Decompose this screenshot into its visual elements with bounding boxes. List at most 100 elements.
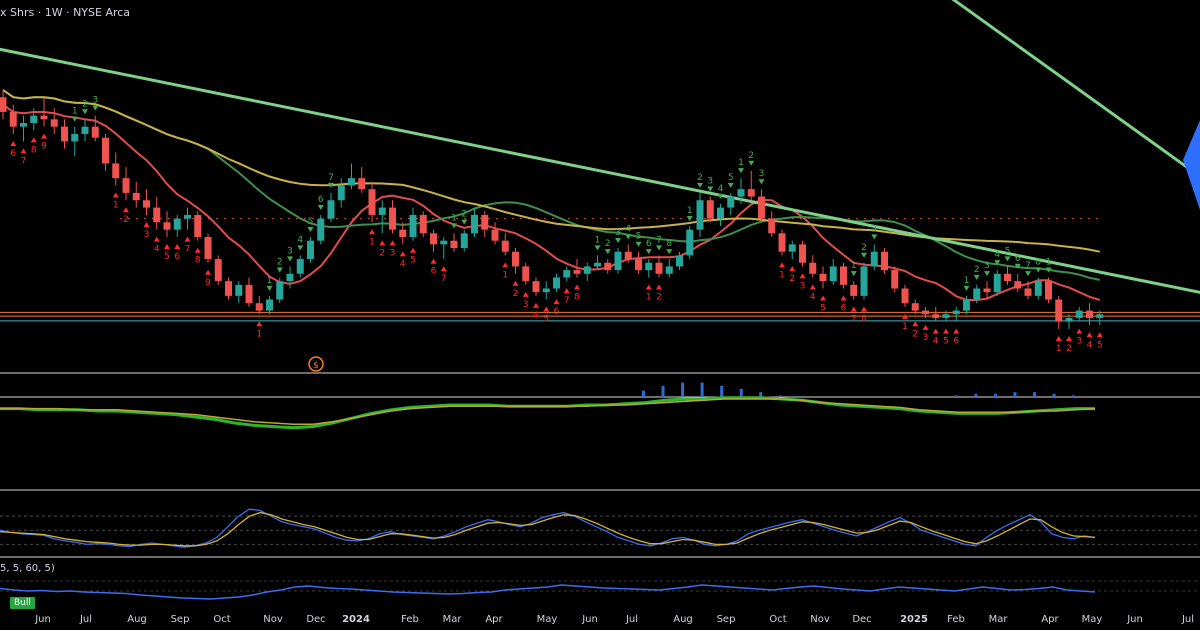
td-down-count: 5 bbox=[543, 315, 549, 325]
td-up-arrow-icon bbox=[666, 249, 673, 255]
blue-arrow-icon bbox=[1183, 120, 1200, 210]
candle-body bbox=[522, 266, 530, 282]
x-axis-tick-label: Sep bbox=[717, 614, 736, 625]
td-down-arrow-icon bbox=[1055, 335, 1062, 341]
candle-body bbox=[553, 277, 560, 289]
td-up-count: 2 bbox=[605, 239, 611, 249]
td-down-arrow-icon bbox=[256, 321, 263, 327]
candle-body bbox=[440, 240, 448, 245]
x-axis-tick-label: 2024 bbox=[342, 614, 370, 625]
td-up-count: 7 bbox=[656, 235, 662, 245]
td-down-count: 3 bbox=[800, 281, 806, 291]
td-up-arrow-icon bbox=[994, 260, 1001, 266]
candle-body bbox=[737, 189, 745, 197]
osc1-histogram-bar bbox=[1033, 392, 1037, 397]
td-up-arrow-icon bbox=[297, 245, 304, 251]
td-down-count: 5 bbox=[943, 337, 949, 347]
td-down-count: 1 bbox=[1056, 344, 1062, 354]
osc1-histogram-bar bbox=[954, 395, 958, 397]
td-down-count: 2 bbox=[789, 274, 795, 284]
candle-body bbox=[389, 207, 396, 230]
candle-body bbox=[276, 281, 284, 300]
candle-body bbox=[973, 288, 981, 300]
candle-body bbox=[645, 262, 653, 271]
x-axis-tick-label: May bbox=[1082, 614, 1103, 625]
td-down-count: 8 bbox=[31, 145, 37, 155]
td-up-arrow-icon bbox=[451, 223, 457, 229]
candle-body bbox=[542, 288, 550, 293]
td-up-arrow-icon bbox=[594, 245, 601, 251]
td-down-arrow-icon bbox=[902, 313, 908, 319]
td-down-arrow-icon bbox=[30, 137, 37, 143]
td-up-count: 2 bbox=[461, 210, 467, 220]
td-down-count: 2 bbox=[656, 292, 662, 302]
td-down-arrow-icon bbox=[10, 141, 17, 147]
td-up-arrow-icon bbox=[984, 271, 990, 277]
td-down-arrow-icon bbox=[41, 133, 47, 139]
candle-body bbox=[1024, 288, 1032, 296]
candle-body bbox=[61, 126, 68, 142]
candle-body bbox=[9, 111, 17, 127]
td-up-arrow-icon bbox=[727, 182, 734, 188]
td-up-count: 7 bbox=[1025, 261, 1031, 271]
td-up-count: 1 bbox=[267, 276, 273, 286]
td-down-count: 6 bbox=[554, 307, 560, 317]
td-up-count: 1 bbox=[964, 276, 970, 286]
trendline bbox=[951, 0, 1200, 179]
td-up-count: 3 bbox=[287, 246, 293, 256]
candle-body bbox=[450, 240, 458, 249]
td-down-arrow-icon bbox=[932, 328, 939, 334]
td-up-count: 5 bbox=[636, 232, 642, 242]
osc1-histogram-bar bbox=[1052, 393, 1056, 397]
candle-body bbox=[1065, 317, 1073, 322]
td-down-arrow-icon bbox=[194, 247, 201, 253]
td-up-arrow-icon bbox=[686, 215, 693, 221]
candle-body bbox=[50, 119, 58, 127]
x-axis-tick-label: Apr bbox=[1041, 614, 1059, 625]
candle-body bbox=[348, 178, 355, 186]
td-up-count: 5 bbox=[308, 217, 314, 227]
candle-body bbox=[676, 255, 683, 267]
td-down-arrow-icon bbox=[922, 324, 929, 330]
td-up-count: 1 bbox=[451, 213, 457, 223]
x-axis-tick-label: Sep bbox=[171, 614, 190, 625]
td-down-count: 4 bbox=[400, 259, 406, 269]
td-down-count: 7 bbox=[441, 274, 447, 284]
td-down-count: 2 bbox=[513, 289, 519, 299]
td-up-arrow-icon bbox=[871, 234, 878, 240]
td-up-arrow-icon bbox=[317, 204, 324, 210]
candle-body bbox=[809, 262, 817, 274]
candle-body bbox=[102, 137, 109, 164]
td-down-count: 4 bbox=[810, 292, 816, 302]
candle-body bbox=[1045, 281, 1052, 300]
td-down-arrow-icon bbox=[502, 262, 509, 268]
td-down-arrow-icon bbox=[440, 266, 447, 272]
td-down-arrow-icon bbox=[430, 258, 437, 264]
osc1-histogram-bar bbox=[720, 385, 724, 397]
candle-body bbox=[727, 196, 735, 208]
td-up-count: 6 bbox=[318, 195, 324, 205]
td-up-arrow-icon bbox=[1025, 271, 1031, 277]
td-up-count: 8 bbox=[666, 239, 672, 249]
td-up-arrow-icon bbox=[758, 179, 765, 185]
td-down-count: 4 bbox=[154, 245, 160, 255]
candle-body bbox=[71, 134, 79, 142]
candle-body bbox=[501, 240, 509, 252]
candle-body bbox=[1086, 310, 1093, 318]
td-up-count: 2 bbox=[82, 99, 88, 109]
candle-body bbox=[655, 262, 663, 274]
candle-body bbox=[747, 189, 755, 197]
osc1-histogram-bar bbox=[778, 395, 782, 397]
x-axis-tick-label: Jun bbox=[1126, 614, 1143, 625]
td-up-arrow-icon bbox=[635, 241, 642, 247]
candle-body bbox=[901, 288, 909, 304]
candle-body bbox=[952, 310, 960, 315]
candle-body bbox=[143, 200, 150, 208]
osc1-line bbox=[0, 398, 1096, 425]
dividend-badge-icon bbox=[308, 356, 324, 372]
candle-body bbox=[460, 233, 468, 249]
td-up-count: 2 bbox=[974, 265, 980, 275]
td-up-arrow-icon bbox=[1004, 256, 1011, 262]
candle-body bbox=[430, 233, 437, 245]
